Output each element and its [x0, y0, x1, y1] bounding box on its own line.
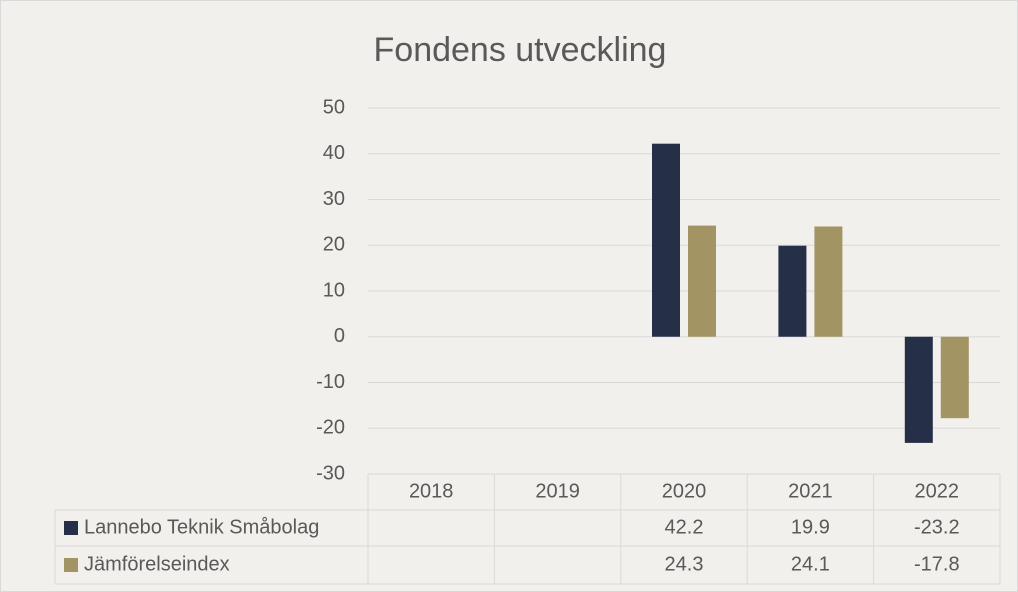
x-tick-label: 2022 — [915, 480, 960, 502]
y-tick-label: -30 — [316, 462, 345, 484]
table-value: -17.8 — [914, 553, 960, 575]
bar — [778, 245, 807, 337]
table-value: 19.9 — [791, 516, 830, 538]
x-tick-label: 2019 — [535, 480, 580, 502]
legend-label: Lannebo Teknik Småbolag — [84, 516, 319, 538]
bar — [904, 336, 933, 443]
table-value: -23.2 — [914, 516, 960, 538]
x-tick-label: 2018 — [409, 480, 454, 502]
chart-title: Fondens utveckling — [374, 31, 667, 69]
y-tick-label: 30 — [323, 188, 345, 210]
y-tick-label: -20 — [316, 417, 345, 439]
legend-swatch — [64, 521, 78, 535]
y-tick-label: 40 — [323, 142, 345, 164]
bar — [652, 143, 680, 337]
table-value: 24.1 — [791, 553, 830, 575]
legend-label: Jämförelseindex — [84, 553, 230, 575]
bar — [940, 336, 969, 419]
y-tick-label: -10 — [316, 371, 345, 393]
y-tick-label: 0 — [334, 325, 345, 347]
x-tick-label: 2021 — [788, 480, 833, 502]
bar — [814, 226, 843, 337]
y-tick-label: 50 — [323, 96, 345, 118]
x-tick-label: 2020 — [662, 480, 707, 502]
y-tick-label: 10 — [323, 279, 345, 301]
legend-swatch — [64, 558, 78, 572]
table-value: 24.3 — [665, 553, 704, 575]
y-tick-label: 20 — [323, 234, 345, 256]
table-value: 42.2 — [665, 516, 704, 538]
bar — [688, 225, 716, 337]
